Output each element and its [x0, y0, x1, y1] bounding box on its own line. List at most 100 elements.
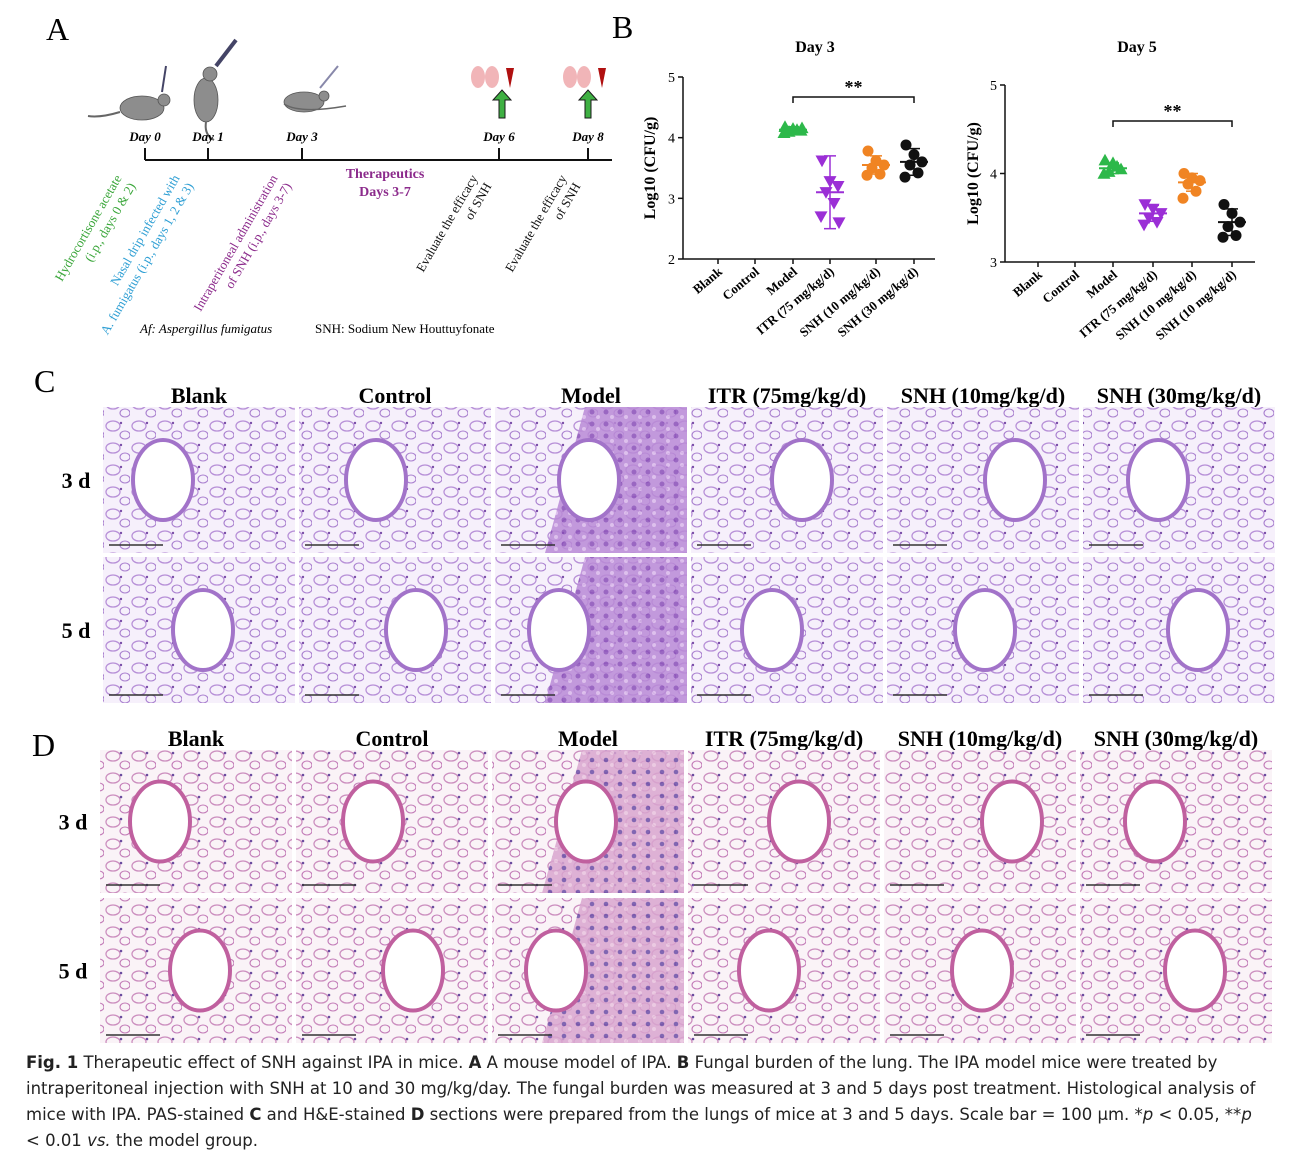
step-text: Intraperitoneal administration	[190, 172, 281, 314]
caption-text: D	[410, 1105, 425, 1124]
micrograph	[691, 557, 883, 703]
row-label: 5 d	[62, 618, 91, 643]
y-axis-label: Log10 (CFU/g)	[965, 122, 982, 225]
caption-text: and H&E-stained	[261, 1105, 411, 1124]
data-point	[777, 126, 791, 139]
micrograph	[1080, 898, 1272, 1043]
day-label: Day 1	[191, 129, 223, 144]
data-point	[900, 139, 912, 151]
mouse-icon	[193, 38, 238, 141]
airway	[953, 588, 1017, 672]
panel-label: A	[46, 11, 69, 47]
chart-title: Day 3	[795, 39, 835, 56]
y-tick-label: 5	[668, 71, 675, 86]
caption-text: Therapeutic effect of SNH against IPA in…	[78, 1053, 469, 1072]
data-point	[814, 211, 828, 224]
column-title: Control	[359, 383, 432, 408]
mouse-icon	[283, 65, 347, 113]
legend: Af: Aspergillus fumigatus	[139, 321, 272, 336]
data-point	[1217, 231, 1229, 243]
row-label: 3 d	[59, 810, 88, 835]
lung-icon	[471, 66, 606, 119]
micrograph	[100, 750, 292, 893]
column-title: Model	[561, 383, 621, 408]
data-point	[1178, 168, 1190, 179]
data-point	[1177, 192, 1189, 204]
micrograph	[495, 557, 687, 703]
day-label: Day 0	[128, 129, 161, 144]
y-axis-label: Log10 (CFU/g)	[642, 117, 659, 220]
caption-text: B	[676, 1053, 690, 1072]
airway	[381, 928, 445, 1013]
column-title: ITR (75mg/kg/d)	[708, 383, 866, 408]
step-text: Evaluate the efficacy	[502, 172, 570, 275]
airway	[740, 588, 804, 672]
micrograph	[103, 407, 295, 553]
micrograph	[688, 750, 880, 893]
data-point	[832, 217, 846, 230]
column-title: Blank	[168, 726, 225, 751]
micrograph	[887, 407, 1079, 553]
micrograph	[100, 898, 292, 1043]
micrograph	[103, 557, 295, 703]
airway	[168, 928, 232, 1013]
airway	[1166, 588, 1230, 672]
y-tick-label: 3	[990, 256, 997, 271]
airway	[554, 779, 618, 864]
column-title: SNH (10mg/kg/d)	[898, 726, 1062, 751]
data-point	[1222, 221, 1234, 233]
caption-text: A mouse model of IPA.	[481, 1053, 677, 1072]
data-point	[861, 169, 873, 181]
data-point	[1194, 175, 1206, 187]
day-label: Day 3	[285, 129, 318, 144]
data-point	[1097, 167, 1111, 179]
panel-a: A Therapeutics Days 3-7 Af: Aspergillus …	[46, 11, 612, 336]
micrograph	[492, 898, 684, 1043]
y-tick-label: 3	[668, 192, 675, 207]
data-point	[1137, 219, 1151, 232]
micrograph	[296, 898, 488, 1043]
significance-bracket	[1112, 120, 1233, 127]
airway	[983, 438, 1047, 522]
micrograph	[495, 407, 687, 553]
row-label: 3 d	[62, 468, 91, 493]
step-text: Evaluate the efficacy	[413, 172, 481, 275]
data-point	[831, 181, 845, 193]
chart-title: Day 5	[1117, 39, 1157, 56]
airway	[950, 928, 1014, 1013]
data-point	[815, 155, 829, 168]
x-tick-label: Control	[1039, 267, 1082, 306]
caption-text: Fungal burden of the lung. The IPA model…	[26, 1053, 1256, 1124]
airway	[131, 438, 195, 522]
row-label: 5 d	[59, 959, 88, 984]
panel-label: B	[612, 9, 633, 45]
column-title: Blank	[171, 383, 228, 408]
micrograph	[296, 750, 488, 893]
data-point	[1138, 199, 1152, 211]
micrograph	[492, 750, 684, 893]
tissue-lesion	[545, 557, 687, 703]
significance-label: **	[845, 77, 863, 97]
x-tick-label: Control	[719, 264, 762, 303]
airway	[767, 779, 831, 864]
airway	[1123, 779, 1187, 864]
airway	[737, 928, 801, 1013]
airway	[1126, 438, 1190, 522]
caption-text: C	[249, 1105, 262, 1124]
column-title: SNH (30mg/kg/d)	[1097, 383, 1261, 408]
airway	[1163, 928, 1227, 1013]
y-tick-label: 4	[668, 132, 675, 147]
caption-text: Fig. 1	[26, 1053, 79, 1072]
caption-text: sections were prepared from the lungs of…	[424, 1105, 1143, 1124]
airway	[980, 779, 1044, 864]
tissue-lesion	[542, 898, 684, 1043]
airway	[770, 438, 834, 522]
micrograph	[688, 898, 880, 1043]
column-title: Control	[356, 726, 429, 751]
caption-text: vs.	[87, 1131, 111, 1150]
data-point	[862, 145, 874, 157]
caption: Fig. 1 Therapeutic effect of SNH against…	[26, 1050, 1256, 1154]
caption-text: p	[1142, 1105, 1154, 1124]
y-tick-label: 4	[990, 168, 997, 183]
